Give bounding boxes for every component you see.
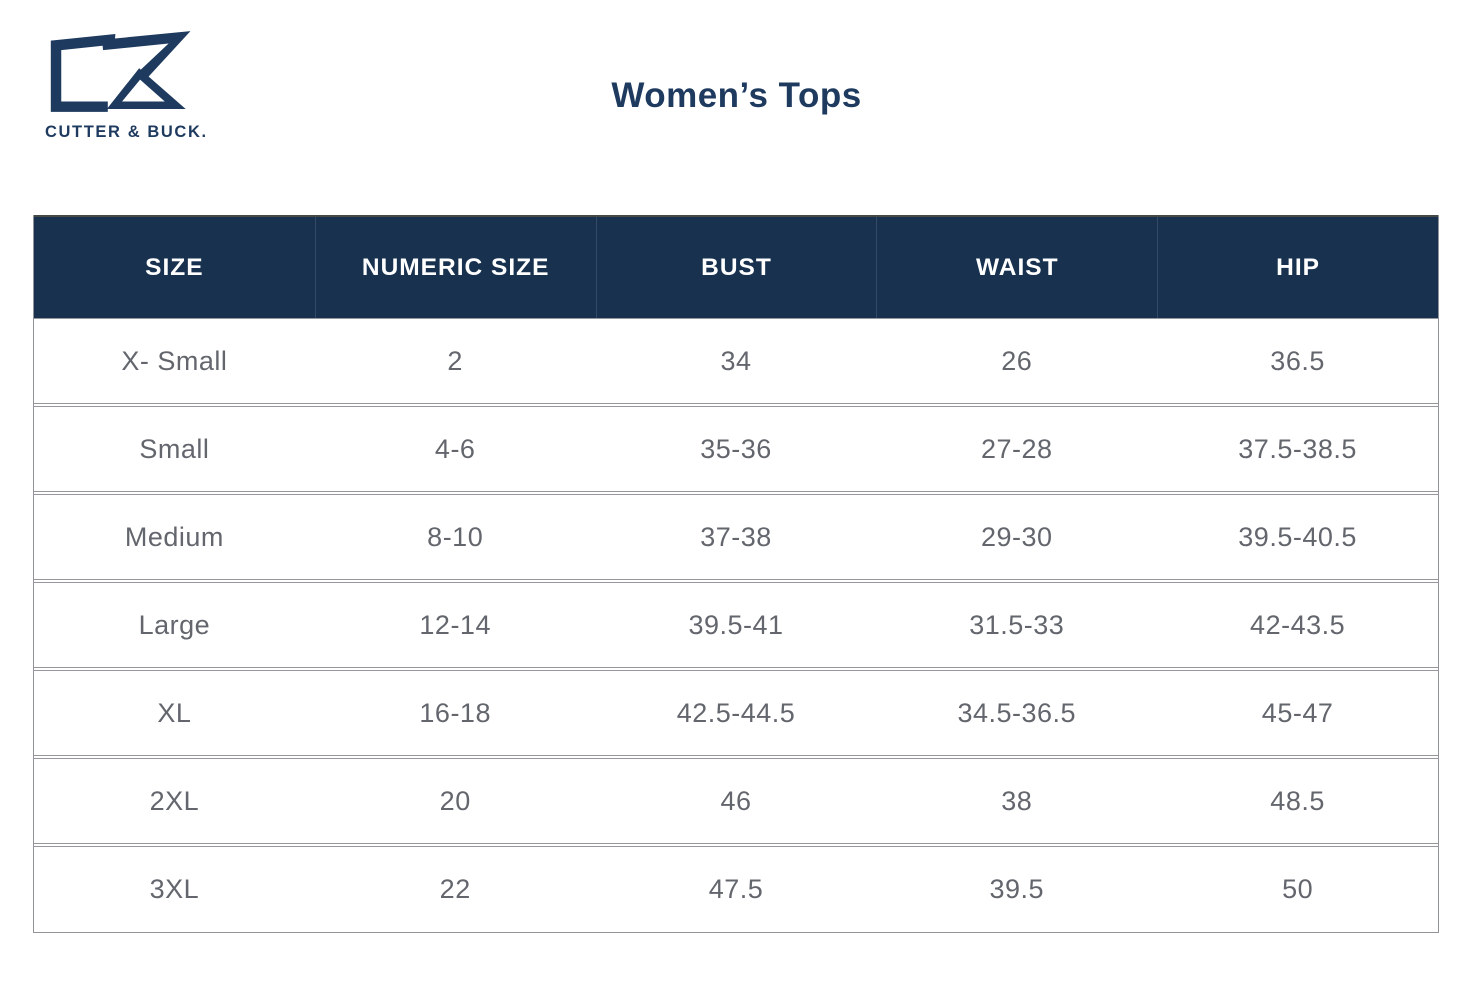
column-header-bust: BUST [595,217,877,318]
cell-numeric-size: 22 [439,874,471,904]
cell-waist: 26 [1001,345,1033,376]
cell-numeric-size: 8-10 [427,521,484,552]
table-row: Large 12-14 39.5-41 31.5-33 42-43.5 [34,582,1438,668]
cell-waist: 38 [1001,785,1033,816]
cell-bust: 34 [720,345,752,376]
cell-size: X- Small [121,345,228,376]
column-header-hip: HIP [1157,217,1438,318]
cell-bust: 35-36 [700,433,772,464]
cell-waist: 39.5 [989,874,1045,904]
cell-waist: 34.5-36.5 [957,697,1077,728]
cell-size: 3XL [149,874,200,904]
cell-numeric-size: 16-18 [419,697,491,728]
cell-size: XL [157,697,192,728]
table-row: X- Small 2 34 26 36.5 [34,318,1438,404]
cell-numeric-size: 2 [447,345,463,376]
table-row: XL 16-18 42.5-44.5 34.5-36.5 45-47 [34,670,1438,756]
cell-numeric-size: 12-14 [419,609,491,640]
cell-hip: 37.5-38.5 [1238,433,1357,464]
brand-wordmark: CUTTER & BUCK. [45,123,208,141]
cell-size: Large [138,609,211,640]
cell-size: 2XL [149,785,200,816]
table-row: 2XL 20 46 38 48.5 [34,758,1438,844]
cell-hip: 45-47 [1261,697,1334,728]
table-header-row: SIZE NUMERIC SIZE BUST WAIST HIP [34,215,1438,318]
column-header-numeric-size: NUMERIC SIZE [314,217,596,318]
cell-bust: 47.5 [708,874,764,904]
cell-hip: 50 [1282,874,1314,904]
cell-bust: 37-38 [700,521,772,552]
column-header-waist: WAIST [876,217,1157,318]
cell-waist: 31.5-33 [969,609,1065,640]
table-row: 3XL 22 47.5 39.5 50 [34,846,1438,932]
cell-hip: 36.5 [1270,345,1325,376]
cell-numeric-size: 20 [439,785,471,816]
cell-bust: 39.5-41 [688,609,784,640]
cell-size: Medium [124,521,224,552]
cell-bust: 42.5-44.5 [676,697,796,728]
cell-hip: 48.5 [1270,785,1325,816]
cell-hip: 39.5-40.5 [1238,521,1357,552]
brand-logo: CUTTER & BUCK. [45,28,208,142]
column-header-size: SIZE [145,253,204,281]
table-row: Medium 8-10 37-38 29-30 39.5-40.5 [34,494,1438,580]
size-chart-table: SIZE NUMERIC SIZE BUST WAIST HIP X- Smal… [33,215,1439,933]
table-row: Small 4-6 35-36 27-28 37.5-38.5 [34,406,1438,492]
cell-waist: 27-28 [981,433,1053,464]
page-title: Women’s Tops [611,76,862,115]
cutter-buck-monogram-icon [50,31,191,112]
cell-size: Small [139,433,210,464]
cell-numeric-size: 4-6 [434,433,476,464]
cell-bust: 46 [720,785,752,816]
cell-hip: 42-43.5 [1250,609,1346,640]
cell-waist: 29-30 [981,521,1053,552]
